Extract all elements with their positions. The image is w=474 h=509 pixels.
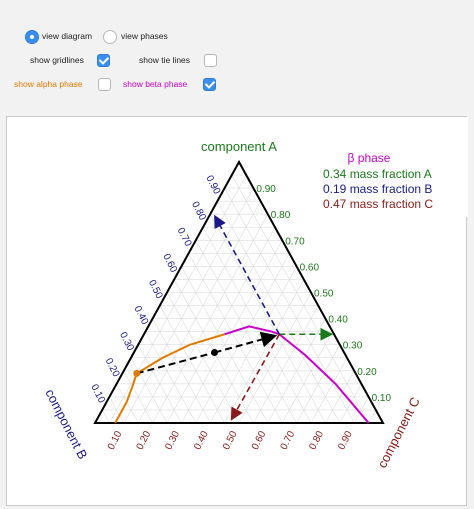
vertex-label-b: component B — [42, 387, 90, 462]
gridline — [137, 344, 182, 424]
left-tick-label: 0.80 — [189, 200, 208, 223]
bottom-tick-label: 0.90 — [336, 429, 355, 452]
left-tick-label: 0.20 — [103, 356, 122, 379]
left-tick-label: 0.30 — [117, 330, 136, 353]
alpha-point[interactable] — [133, 369, 141, 377]
gridline — [281, 331, 333, 424]
show-gridlines-label: show gridlines — [30, 55, 84, 65]
gridline — [159, 305, 225, 424]
show-tie-lines-checkbox[interactable] — [204, 54, 217, 67]
tie-line-left — [136, 351, 215, 375]
gridline — [188, 253, 283, 424]
right-tick-label: 0.90 — [256, 184, 276, 195]
left-tick-label: 0.90 — [204, 174, 223, 197]
right-tick-label: 0.30 — [343, 341, 363, 352]
show-beta-phase-label: show beta phase — [123, 79, 188, 89]
gridline — [145, 331, 197, 424]
show-gridlines-checkbox[interactable] — [97, 54, 110, 67]
gridline — [231, 174, 369, 424]
projection-arrow-c — [230, 333, 281, 421]
left-tick-label: 0.70 — [175, 226, 194, 249]
bottom-tick-label: 0.70 — [279, 429, 298, 452]
view-phases-label[interactable]: view phases — [121, 31, 168, 41]
gridline — [152, 318, 211, 424]
right-tick-label: 0.70 — [285, 236, 305, 247]
right-tick-label: 0.80 — [271, 210, 291, 221]
left-tick-label: 0.50 — [146, 278, 165, 301]
vertex-label-a: component A — [201, 139, 277, 154]
gridline — [217, 201, 341, 424]
show-alpha-phase-checkbox[interactable] — [98, 78, 111, 91]
tie-line-right — [214, 331, 278, 354]
bottom-tick-label: 0.40 — [192, 429, 211, 452]
gridline — [325, 370, 355, 424]
bottom-tick-label: 0.20 — [135, 429, 154, 452]
right-tick-label: 0.50 — [314, 289, 334, 300]
legend-title: β phase — [348, 151, 391, 165]
gridline — [238, 292, 312, 424]
gridline — [267, 318, 326, 424]
view-diagram-radio[interactable] — [25, 30, 39, 44]
projection-arrow-b — [214, 214, 281, 335]
gridline — [310, 357, 348, 424]
gridline — [137, 201, 261, 424]
ternary-diagram: 0.10 0.20 0.30 0.40 0.50 0.60 0.70 0.80 0.90 0.90… — [42, 117, 468, 471]
right-tick-label: 0.60 — [300, 262, 320, 273]
right-tick-label: 0.20 — [357, 367, 377, 378]
gridline — [253, 305, 319, 424]
show-tie-lines-label: show tie lines — [139, 55, 191, 65]
bottom-tick-label: 0.50 — [221, 429, 240, 452]
gridline — [123, 370, 153, 424]
gridline — [339, 383, 362, 424]
gridline — [109, 174, 247, 424]
bottom-tick-label: 0.10 — [106, 429, 125, 452]
right-tick-label: 0.40 — [328, 315, 348, 326]
triangle-outline — [93, 159, 385, 424]
bottom-tick-label: 0.30 — [163, 429, 182, 452]
show-alpha-phase-label: show alpha phase — [14, 79, 83, 89]
gridline — [166, 292, 240, 424]
gridline — [368, 409, 377, 424]
gridline — [296, 344, 341, 424]
right-tick-label: 0.10 — [372, 393, 392, 404]
gridline — [101, 409, 110, 424]
phase-curves — [114, 214, 370, 424]
left-tick-label: 0.40 — [132, 304, 151, 327]
gridline — [353, 396, 369, 424]
gridline — [109, 396, 125, 424]
gridlines — [101, 174, 377, 424]
overall-composition-point[interactable] — [211, 349, 219, 357]
gridline — [116, 383, 139, 424]
view-diagram-label[interactable]: view diagram — [42, 31, 93, 41]
bottom-tick-label: 0.60 — [250, 429, 269, 452]
view-phases-radio[interactable] — [103, 30, 117, 44]
gridline — [195, 253, 290, 424]
left-tick-label: 0.60 — [160, 252, 179, 275]
gridline — [130, 357, 168, 424]
gridline — [166, 227, 276, 424]
bottom-tick-label: 0.80 — [307, 429, 326, 452]
vertex-label-c: component C — [374, 395, 422, 471]
legend-line-a: 0.34 mass fraction A — [323, 167, 432, 181]
legend-line-b: 0.19 mass fraction B — [323, 182, 432, 196]
gridline — [202, 227, 312, 424]
legend-line-c: 0.47 mass fraction C — [323, 197, 433, 211]
left-tick-label: 0.10 — [88, 383, 107, 406]
show-beta-phase-checkbox[interactable] — [203, 78, 216, 91]
gridline — [224, 279, 305, 424]
ternary-plot-panel: 0.10 0.20 0.30 0.40 0.50 0.60 0.70 0.80 0.90 0.90… — [6, 116, 468, 506]
